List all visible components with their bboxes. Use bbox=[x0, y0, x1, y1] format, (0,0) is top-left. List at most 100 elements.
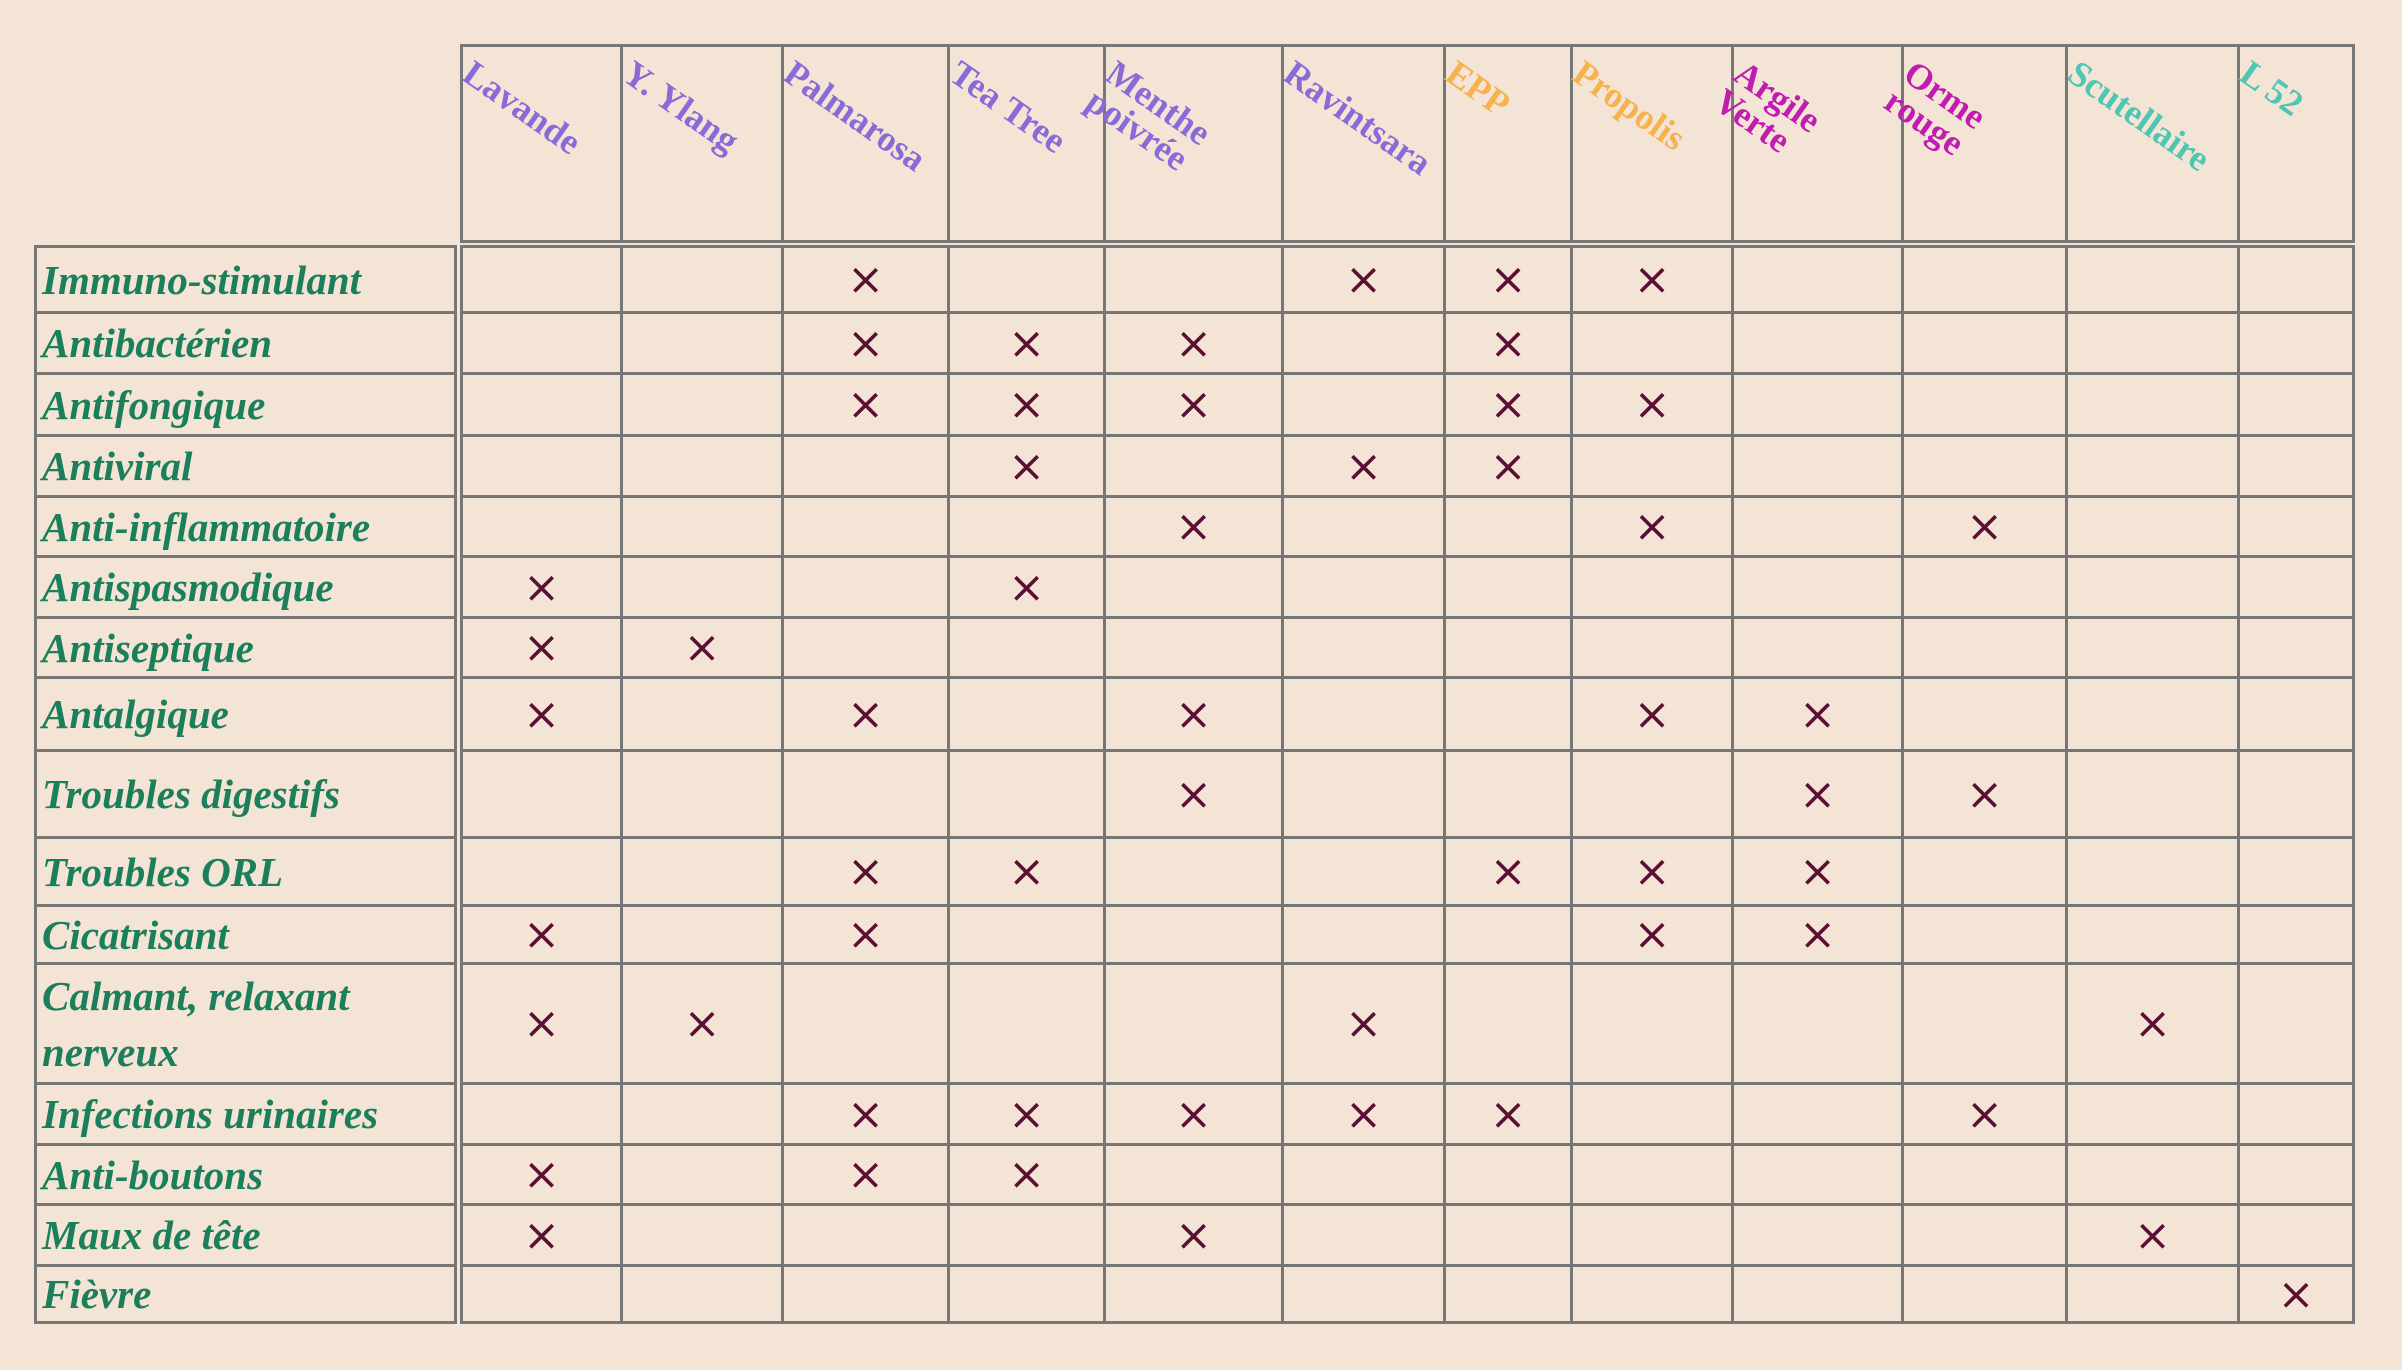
check-mark: × bbox=[683, 998, 721, 1049]
check-mark: × bbox=[1633, 688, 1671, 740]
row-label: Antibactérien bbox=[42, 320, 273, 366]
table-cell bbox=[2237, 555, 2355, 619]
column-header: Orme rouge bbox=[1877, 44, 2068, 243]
table-cell bbox=[1281, 904, 1446, 965]
table-cell bbox=[1901, 836, 2068, 907]
table-cell bbox=[1901, 555, 2068, 619]
row-header-cell bbox=[34, 1264, 457, 1324]
check-mark: × bbox=[523, 622, 560, 673]
column-label: Y. Ylang bbox=[615, 52, 747, 161]
table-cell bbox=[620, 1082, 784, 1146]
table-cell bbox=[1281, 495, 1446, 558]
table-cell bbox=[947, 749, 1106, 839]
table-cell bbox=[460, 749, 623, 839]
table-cell bbox=[620, 1143, 784, 1206]
table-cell bbox=[1901, 1264, 2068, 1324]
check-mark: × bbox=[1633, 501, 1671, 552]
table-cell bbox=[2237, 1082, 2355, 1146]
table-cell bbox=[1443, 616, 1573, 679]
check-mark: × bbox=[1008, 846, 1045, 897]
table-cell bbox=[2237, 372, 2355, 437]
table-cell bbox=[1443, 1143, 1573, 1206]
row-label: Anti-boutons bbox=[42, 1151, 264, 1198]
column-header: Menthe poivrée bbox=[1079, 44, 1284, 243]
table-cell bbox=[1901, 245, 2068, 314]
check-mark: × bbox=[1175, 317, 1212, 369]
row-label: Antispasmodique bbox=[42, 564, 334, 610]
check-mark: × bbox=[523, 1149, 560, 1200]
table-cell bbox=[947, 676, 1106, 752]
check-mark: × bbox=[1799, 688, 1836, 740]
column-header: EPP bbox=[1439, 44, 1573, 243]
table-cell bbox=[2237, 904, 2355, 965]
table-cell bbox=[1570, 962, 1734, 1085]
table-cell bbox=[1103, 904, 1284, 965]
table-cell bbox=[1281, 1264, 1446, 1324]
check-mark: × bbox=[1799, 768, 1836, 820]
table-cell bbox=[620, 1203, 784, 1267]
table-cell bbox=[947, 245, 1106, 314]
check-mark: × bbox=[523, 1209, 560, 1261]
table-cell bbox=[1901, 434, 2068, 498]
table-cell bbox=[1443, 555, 1573, 619]
table-cell bbox=[1731, 245, 1904, 314]
check-mark: × bbox=[1633, 379, 1671, 430]
table-cell bbox=[1570, 1143, 1734, 1206]
table-cell bbox=[620, 311, 784, 375]
check-mark: × bbox=[1799, 909, 1836, 960]
row-label: Troubles ORL bbox=[42, 848, 284, 895]
table-cell bbox=[2065, 555, 2240, 619]
table-cell bbox=[1103, 836, 1284, 907]
table-cell bbox=[620, 245, 784, 314]
check-mark: × bbox=[1175, 379, 1212, 430]
check-mark: × bbox=[847, 254, 884, 305]
table-cell bbox=[1281, 1143, 1446, 1206]
check-mark: × bbox=[1175, 501, 1212, 552]
table-cell bbox=[781, 749, 950, 839]
table-cell bbox=[781, 495, 950, 558]
table-cell bbox=[1103, 616, 1284, 679]
table-cell bbox=[1901, 676, 2068, 752]
table-cell bbox=[1281, 1203, 1446, 1267]
table-cell bbox=[781, 434, 950, 498]
table-cell bbox=[1731, 311, 1904, 375]
check-mark: × bbox=[847, 846, 884, 897]
table-cell bbox=[460, 372, 623, 437]
check-mark: × bbox=[1489, 317, 1527, 369]
column-header: Lavande bbox=[456, 44, 623, 243]
check-mark: × bbox=[1008, 317, 1045, 369]
table-cell bbox=[620, 749, 784, 839]
table-cell bbox=[460, 495, 623, 558]
check-mark: × bbox=[1008, 379, 1045, 430]
table-cell bbox=[1103, 245, 1284, 314]
table-cell bbox=[1901, 962, 2068, 1085]
table-cell bbox=[947, 1203, 1106, 1267]
check-mark: × bbox=[847, 1149, 884, 1200]
table-cell bbox=[1570, 1264, 1734, 1324]
table-cell bbox=[1901, 372, 2068, 437]
column-label: Scutellaire bbox=[2060, 52, 2218, 179]
table-cell bbox=[2237, 1203, 2355, 1267]
table-cell bbox=[781, 616, 950, 679]
check-mark: × bbox=[523, 688, 560, 740]
table-cell bbox=[2065, 904, 2240, 965]
row-label: Antiseptique bbox=[42, 624, 254, 671]
row-label: Immuno-stimulant bbox=[42, 256, 362, 303]
table-cell bbox=[1731, 1264, 1904, 1324]
table-cell bbox=[2237, 495, 2355, 558]
table-cell bbox=[1443, 676, 1573, 752]
table-cell bbox=[1731, 434, 1904, 498]
check-mark: × bbox=[1345, 440, 1382, 492]
row-label: Anti-inflammatoire bbox=[42, 503, 371, 550]
table-cell bbox=[620, 676, 784, 752]
table-cell bbox=[2065, 749, 2240, 839]
table-cell bbox=[1570, 434, 1734, 498]
table-cell bbox=[1443, 495, 1573, 558]
check-mark: × bbox=[1345, 254, 1382, 305]
table-cell bbox=[620, 495, 784, 558]
column-header: Palmarosa bbox=[776, 44, 950, 243]
table-cell bbox=[947, 495, 1106, 558]
column-header: Tea Tree bbox=[943, 44, 1106, 243]
table-cell bbox=[2237, 1143, 2355, 1206]
column-label: Palmarosa bbox=[776, 52, 934, 179]
